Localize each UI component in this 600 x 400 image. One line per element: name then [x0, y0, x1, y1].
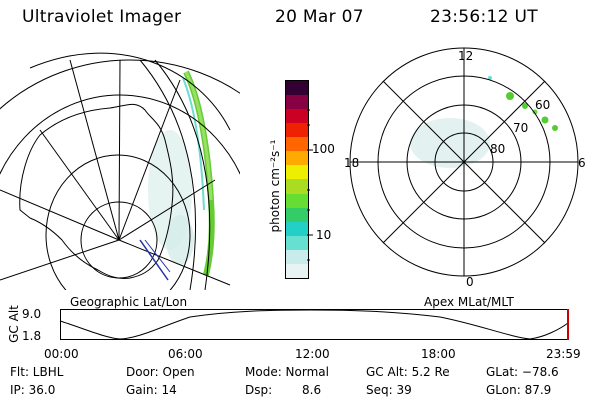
door-info: Door: Open [126, 365, 195, 379]
geo-panel-label: Geographic Lat/Lon [70, 295, 188, 309]
gc-alt-info: GC Alt: 5.2 Re [366, 365, 450, 379]
color-scale-bar [285, 80, 309, 279]
time-tick-0000: 00:00 [44, 347, 79, 361]
colorbar-tick-100: 100 [312, 142, 335, 156]
mlat-label-60: 60 [535, 98, 551, 112]
time-tick-2359: 23:59 [546, 347, 581, 361]
colorbar-segment [286, 193, 308, 208]
altitude-tick-1-8: 1.8 [22, 329, 42, 343]
seq-info: Seq: 39 [366, 383, 412, 397]
time-tick-1200: 12:00 [295, 347, 330, 361]
colorbar-segment [286, 263, 308, 278]
mlat-label-80: 80 [490, 142, 506, 156]
geographic-map [0, 52, 240, 290]
altitude-y-label: GC Alt [7, 305, 21, 343]
time-tick-0600: 06:00 [168, 347, 203, 361]
instrument-title: Ultraviolet Imager [22, 7, 182, 27]
mode-info: Mode: Normal [245, 365, 329, 379]
colorbar-ticks [307, 109, 313, 261]
colorbar-unit-label: photon cm⁻²s⁻¹ [268, 139, 282, 233]
dsp-value: 8.6 [302, 383, 322, 397]
mlat-label-70: 70 [513, 121, 529, 135]
dsp-label: Dsp: [245, 383, 273, 397]
colorbar-segment [286, 179, 308, 194]
ip-info: IP: 36.0 [10, 383, 56, 397]
altitude-plot [59, 309, 569, 340]
mlt-label-12: 12 [458, 49, 474, 63]
polar-panel-label: Apex MLat/MLT [424, 295, 514, 309]
altitude-tick-9: 9.0 [22, 307, 42, 321]
colorbar-segment [286, 109, 308, 124]
colorbar-segment [286, 80, 308, 95]
date-label: 20 Mar 07 [275, 7, 364, 27]
emission-haze [148, 130, 194, 265]
colorbar-segment [286, 94, 308, 110]
colorbar-segment [286, 235, 308, 250]
time-label: 23:56:12 UT [430, 7, 538, 27]
mlt-label-6: 6 [578, 156, 586, 170]
time-tick-1800: 18:00 [421, 347, 456, 361]
mlt-label-18: 18 [344, 156, 360, 170]
polar-mlat-mlt-plot [349, 47, 579, 277]
glon-info: GLon: 87.9 [486, 383, 552, 397]
altitude-curve [59, 309, 569, 340]
colorbar-segment [286, 137, 308, 152]
colorbar-segment [286, 207, 308, 222]
colorbar-segment [286, 221, 308, 236]
gain-info: Gain: 14 [126, 383, 177, 397]
colorbar-segment [286, 165, 308, 180]
mlt-label-0: 0 [466, 275, 474, 289]
colorbar-segment [286, 249, 308, 264]
colorbar-tick-10: 10 [316, 228, 332, 242]
colorbar-segment [286, 123, 308, 138]
filter-info: Flt: LBHL [10, 365, 64, 379]
glat-info: GLat: −78.6 [486, 365, 559, 379]
colorbar-segment [286, 151, 308, 166]
continent-outline [19, 103, 174, 279]
